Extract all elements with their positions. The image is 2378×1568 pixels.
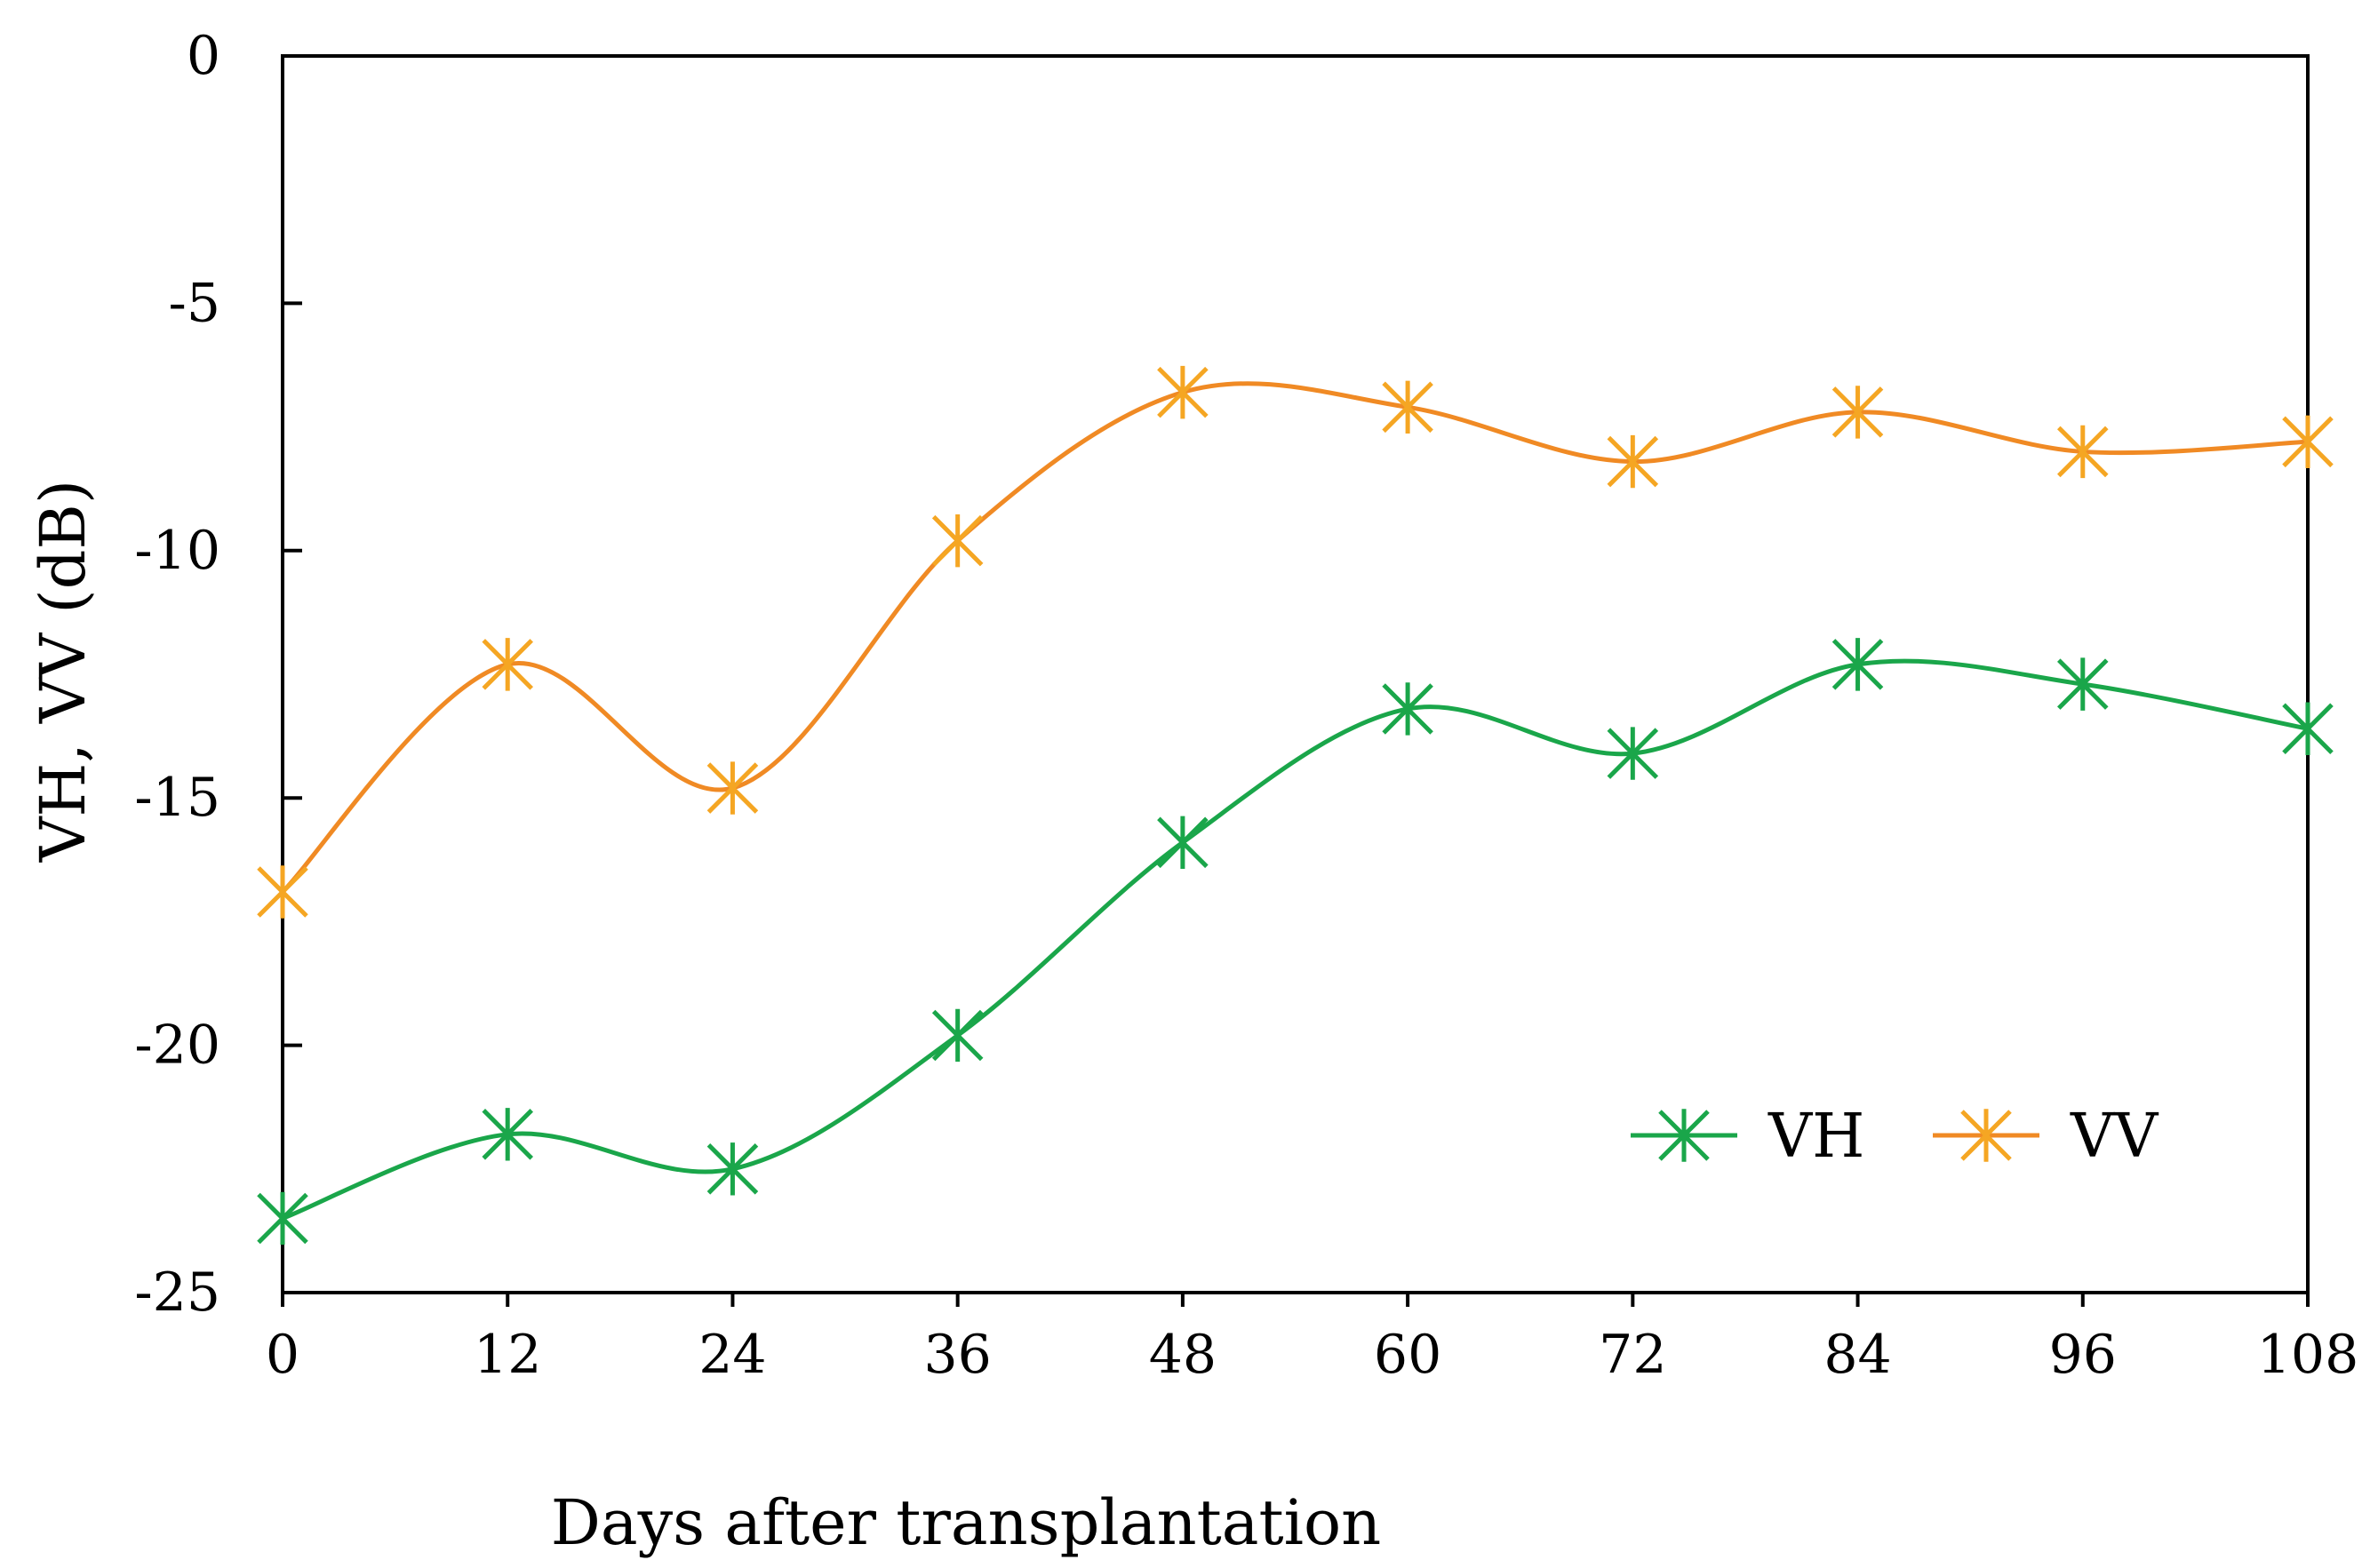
y-tick-label: -25: [134, 1262, 220, 1324]
x-tick-label: 48: [1149, 1324, 1217, 1386]
data-point-vh: [931, 1008, 984, 1063]
legend-label-vv: VV: [2070, 1102, 2159, 1172]
y-tick-label: 0: [187, 25, 220, 87]
data-point-vh: [482, 1108, 533, 1161]
data-point-vv: [482, 638, 533, 691]
data-point-vh: [1157, 816, 1209, 870]
data-point-vv: [257, 865, 308, 919]
series-line-vh: [282, 658, 2309, 1221]
legend-item-vh: VH: [1631, 1102, 1864, 1172]
series-layer: [257, 365, 2334, 1246]
data-point-vh: [1382, 682, 1433, 736]
y-tick-label: -10: [134, 520, 220, 582]
y-axis-title: VH, VV (dB): [27, 480, 100, 863]
data-point-vh: [2057, 657, 2109, 711]
data-point-vh: [2282, 702, 2334, 755]
data-point-vv: [1831, 386, 1884, 439]
data-point-vh: [1831, 638, 1884, 691]
plot-area: [281, 54, 2310, 1294]
data-point-vh: [706, 1142, 759, 1196]
data-point-vh: [257, 1191, 308, 1246]
legend: VH VV: [1631, 1102, 2159, 1172]
x-tick-label: 96: [2049, 1324, 2117, 1386]
legend-label-vh: VH: [1768, 1102, 1864, 1172]
series-line-vv: [281, 381, 2309, 894]
data-point-vv: [2282, 415, 2334, 469]
data-point-vv: [2057, 425, 2109, 479]
y-tick-label: -15: [134, 767, 220, 829]
legend-marker-vh: [1658, 1109, 1710, 1162]
x-tick-label: 84: [1823, 1324, 1891, 1386]
legend-item-vv: VV: [1933, 1102, 2159, 1172]
x-tick-label: 72: [1599, 1324, 1666, 1386]
x-tick-label: 108: [2257, 1324, 2359, 1386]
x-tick-label: 0: [266, 1324, 299, 1386]
x-tick-label: 24: [698, 1324, 766, 1386]
y-tick-label: -5: [169, 272, 220, 334]
data-point-vv: [931, 513, 984, 568]
series-vh: [257, 638, 2334, 1246]
plot-border: [281, 54, 2310, 1294]
y-tick-label: -20: [134, 1015, 220, 1077]
data-point-vv: [1382, 380, 1433, 434]
series-vv: [257, 365, 2334, 919]
data-point-vv: [1157, 365, 1209, 419]
data-point-vh: [1607, 727, 1659, 780]
x-tick-label: 36: [923, 1324, 991, 1386]
data-point-vv: [706, 761, 759, 815]
x-axis-title: Days after transplantation: [551, 1486, 1381, 1559]
legend-marker-vv: [1960, 1109, 2012, 1162]
y-axis: 0 -5 -10 -15 -20 -25: [134, 25, 302, 1324]
x-axis: 0 12 24 36 48 60 72 84 96 108: [266, 1293, 2358, 1386]
data-point-vv: [1607, 434, 1659, 489]
x-tick-label: 12: [474, 1324, 541, 1386]
x-tick-label: 60: [1374, 1324, 1441, 1386]
